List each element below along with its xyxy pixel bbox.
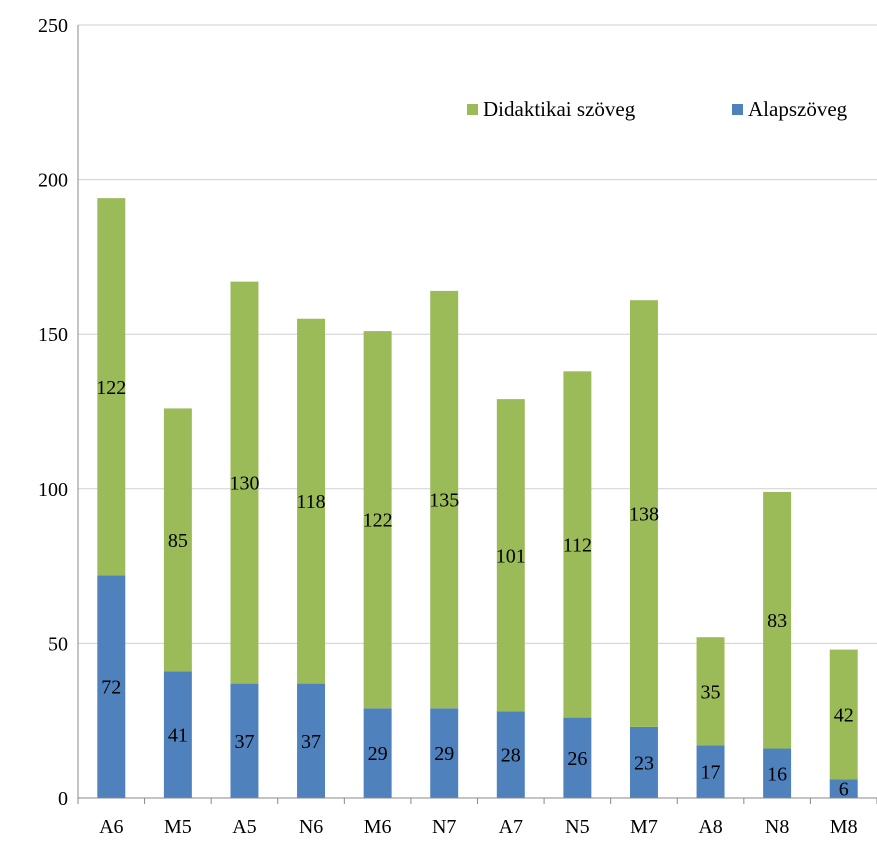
x-tick-label: M6 bbox=[364, 816, 392, 838]
data-label: 72 bbox=[101, 677, 121, 699]
data-label: 35 bbox=[701, 681, 721, 703]
bar-m5-series-1 bbox=[163, 408, 192, 672]
bar-n6-series-0 bbox=[297, 683, 326, 798]
data-label: 6 bbox=[839, 779, 849, 801]
bar-n7-series-0 bbox=[430, 708, 459, 798]
data-label: 101 bbox=[496, 545, 526, 567]
y-tick-label: 250 bbox=[38, 15, 68, 37]
data-labels: 72 122 41 85 37 130 37 118 29 122 29 135 28 101 26 112 2… bbox=[96, 377, 853, 801]
data-label: 41 bbox=[168, 725, 188, 747]
data-label: 122 bbox=[363, 510, 393, 532]
y-tick-label: 200 bbox=[38, 170, 68, 192]
x-tick-label: A5 bbox=[232, 816, 256, 838]
data-label: 17 bbox=[701, 762, 721, 784]
legend-swatch bbox=[732, 104, 743, 115]
bar-n8-series-1 bbox=[763, 491, 792, 749]
data-label: 28 bbox=[501, 745, 521, 767]
bar-m8-series-0 bbox=[829, 779, 858, 798]
x-tick-label: M5 bbox=[164, 816, 192, 838]
bar-a8-series-0 bbox=[696, 745, 725, 798]
bar-a7-series-0 bbox=[496, 711, 525, 798]
x-tick-label: N5 bbox=[565, 816, 589, 838]
x-tick-label: A8 bbox=[698, 816, 722, 838]
data-label: 85 bbox=[168, 530, 188, 552]
bar-n7-series-1 bbox=[430, 290, 459, 709]
y-tick-label: 100 bbox=[38, 479, 68, 501]
bar-n8-series-0 bbox=[763, 748, 792, 798]
axes bbox=[77, 25, 877, 804]
x-tick-label: M8 bbox=[830, 816, 858, 838]
legend-label: Alapszöveg bbox=[748, 97, 848, 121]
data-label: 112 bbox=[563, 534, 592, 556]
x-tick-label: A6 bbox=[99, 816, 123, 838]
data-label: 16 bbox=[767, 763, 787, 785]
bar-a5-series-1 bbox=[230, 281, 259, 684]
y-tick-label: 0 bbox=[58, 788, 68, 810]
data-label: 138 bbox=[629, 504, 659, 526]
data-label: 37 bbox=[234, 731, 254, 753]
x-axis-tick-labels: A6 M5 A5 N6 M6 N7 A7 N5 M7 A8 N8 M8 bbox=[99, 816, 858, 838]
y-tick-label: 50 bbox=[48, 633, 68, 655]
data-label: 122 bbox=[96, 377, 126, 399]
bar-m8-series-1 bbox=[829, 649, 858, 780]
data-label: 29 bbox=[368, 743, 388, 765]
bar-n5-series-1 bbox=[563, 371, 592, 718]
bar-m6-series-0 bbox=[363, 708, 392, 798]
x-tick-label: A7 bbox=[499, 816, 523, 838]
bar-m7-series-1 bbox=[629, 300, 658, 727]
legend-label: Didaktikai szöveg bbox=[483, 97, 636, 121]
y-tick-label: 150 bbox=[38, 324, 68, 346]
bar-m7-series-0 bbox=[629, 726, 658, 798]
data-label: 37 bbox=[301, 731, 321, 753]
data-label: 42 bbox=[834, 705, 854, 727]
x-tick-label: N7 bbox=[432, 816, 456, 838]
data-label: 29 bbox=[434, 743, 454, 765]
bar-a6-series-1 bbox=[97, 198, 126, 576]
gridlines bbox=[78, 24, 877, 644]
bar-a6-series-0 bbox=[97, 575, 126, 798]
bars bbox=[97, 198, 858, 798]
data-label: 83 bbox=[767, 610, 787, 632]
bar-a5-series-0 bbox=[230, 683, 259, 798]
data-label: 23 bbox=[634, 752, 654, 774]
bar-a8-series-1 bbox=[696, 637, 725, 746]
data-label: 26 bbox=[567, 748, 587, 770]
y-axis-tick-labels: 0 50 100 150 200 250 bbox=[38, 15, 68, 810]
legend: Didaktikai szöveg Alapszöveg bbox=[467, 97, 848, 121]
data-label: 118 bbox=[296, 491, 325, 513]
x-tick-label: M7 bbox=[630, 816, 658, 838]
bar-n6-series-1 bbox=[297, 318, 326, 684]
bar-m5-series-0 bbox=[163, 671, 192, 798]
bar-m6-series-1 bbox=[363, 331, 392, 709]
data-label: 135 bbox=[429, 490, 459, 512]
x-tick-label: N6 bbox=[299, 816, 323, 838]
x-tick-label: N8 bbox=[765, 816, 789, 838]
bar-n5-series-0 bbox=[563, 717, 592, 798]
data-label: 130 bbox=[229, 473, 259, 495]
legend-swatch bbox=[467, 104, 478, 115]
bar-a7-series-1 bbox=[496, 399, 525, 712]
